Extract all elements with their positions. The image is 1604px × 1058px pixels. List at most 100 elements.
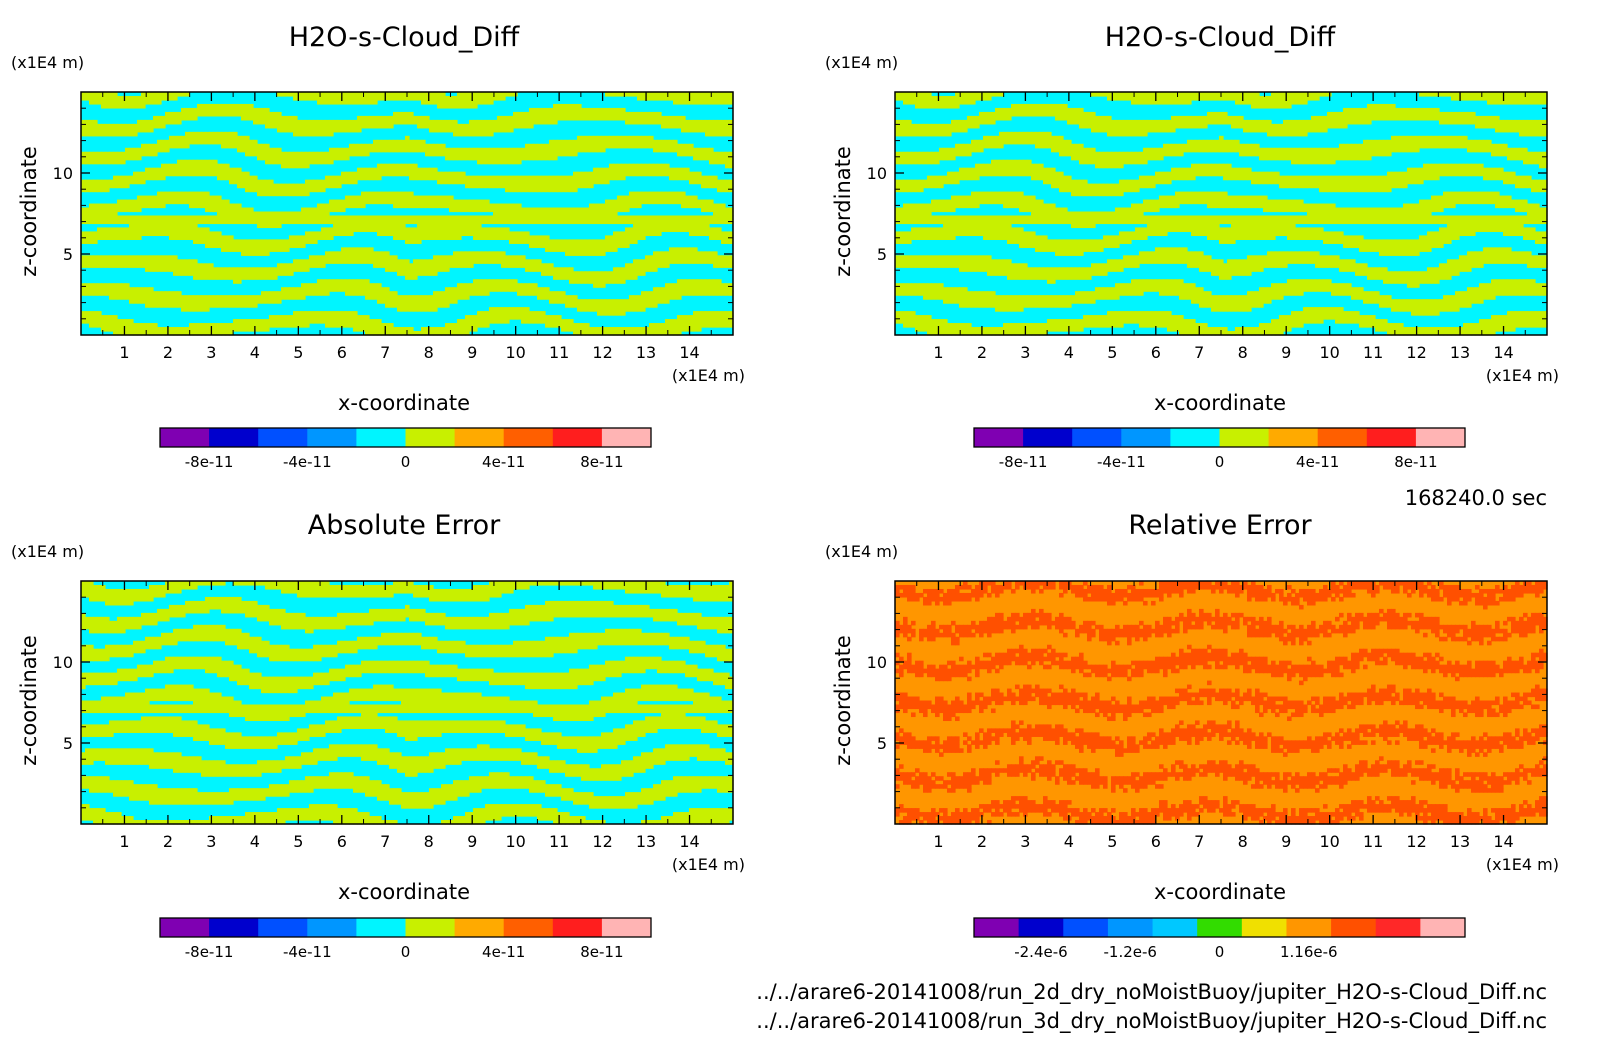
heatmap-cell (173, 116, 178, 121)
heatmap-cell (405, 204, 410, 209)
heatmap-cell (525, 315, 530, 320)
heatmap-cell (369, 116, 374, 121)
heatmap-cell (281, 319, 286, 324)
heatmap-cell (97, 219, 102, 224)
heatmap-cell (369, 148, 374, 153)
heatmap-cell (361, 215, 366, 220)
heatmap-cell (433, 168, 438, 173)
heatmap-cell (201, 164, 206, 169)
heatmap-cell (665, 299, 670, 304)
heatmap-cell (93, 231, 98, 236)
heatmap-cell (533, 235, 538, 240)
heatmap-cell (225, 323, 230, 328)
heatmap-cell (457, 327, 462, 332)
heatmap-cell (641, 144, 646, 149)
heatmap-cell (425, 303, 430, 308)
heatmap-cell (325, 180, 330, 185)
heatmap-cell (129, 259, 134, 264)
heatmap-cell (397, 295, 402, 300)
heatmap-cell (253, 176, 258, 181)
heatmap-cell (401, 219, 406, 224)
heatmap-cell (525, 259, 530, 264)
heatmap-cell (333, 323, 338, 328)
heatmap-cell (457, 227, 462, 232)
heatmap-cell (677, 247, 682, 252)
heatmap-cell (629, 116, 634, 121)
heatmap-cell (453, 231, 458, 236)
heatmap-cell (117, 327, 122, 332)
heatmap-cell (569, 275, 574, 280)
heatmap-cell (489, 255, 494, 260)
heatmap-cell (601, 116, 606, 121)
heatmap-cell (329, 132, 334, 137)
heatmap-cell (213, 136, 218, 141)
heatmap-cell (705, 184, 710, 189)
heatmap-cell (625, 140, 630, 145)
heatmap-cell (461, 96, 466, 101)
heatmap-cell (129, 204, 134, 209)
heatmap-cell (373, 227, 378, 232)
heatmap-cell (713, 323, 718, 328)
heatmap-cell (597, 172, 602, 177)
heatmap-cell (377, 251, 382, 256)
heatmap-cell (293, 156, 298, 161)
heatmap-cell (549, 295, 554, 300)
heatmap-cell (269, 156, 274, 161)
heatmap-cell (317, 188, 322, 193)
heatmap-cell (657, 259, 662, 264)
heatmap-cell (697, 200, 702, 205)
heatmap-cell (201, 227, 206, 232)
heatmap-cell (421, 116, 426, 121)
heatmap-cell (565, 323, 570, 328)
heatmap-cell (517, 239, 522, 244)
heatmap-cell (229, 140, 234, 145)
heatmap-cell (225, 219, 230, 224)
heatmap-cell (169, 112, 174, 117)
heatmap-cell (709, 283, 714, 288)
heatmap-cell (133, 152, 138, 157)
heatmap-cell (229, 215, 234, 220)
heatmap-cell (325, 279, 330, 284)
heatmap-cell (181, 168, 186, 173)
heatmap-cell (445, 200, 450, 205)
heatmap-cell (257, 323, 262, 328)
heatmap-cell (233, 168, 238, 173)
heatmap-cell (381, 192, 386, 197)
heatmap-cell (569, 319, 574, 324)
heatmap-cell (221, 112, 226, 117)
heatmap-cell (473, 100, 478, 105)
heatmap-cell (265, 327, 270, 332)
heatmap-cell (313, 160, 318, 165)
heatmap-cell (157, 124, 162, 129)
heatmap-cell (709, 132, 714, 137)
heatmap-cell (145, 287, 150, 292)
heatmap-cell (385, 120, 390, 125)
heatmap-cell (613, 303, 618, 308)
heatmap-cell (469, 255, 474, 260)
heatmap-cell (397, 192, 402, 197)
heatmap-cell (325, 319, 330, 324)
heatmap-cell (433, 327, 438, 332)
heatmap-cell (245, 239, 250, 244)
heatmap-cell (225, 243, 230, 248)
heatmap-cell (389, 323, 394, 328)
heatmap-cell (265, 184, 270, 189)
heatmap-cell (381, 287, 386, 292)
heatmap-cell (205, 235, 210, 240)
heatmap-cell (169, 96, 174, 101)
heatmap-cell (401, 303, 406, 308)
heatmap-cell (345, 128, 350, 133)
heatmap-cell (325, 204, 330, 209)
heatmap-cell (441, 231, 446, 236)
heatmap-cell (585, 172, 590, 177)
heatmap-cell (385, 140, 390, 145)
heatmap-cell (609, 247, 614, 252)
heatmap-cell (169, 144, 174, 149)
heatmap-cell (357, 323, 362, 328)
heatmap-cell (245, 215, 250, 220)
heatmap-cell (185, 112, 190, 117)
heatmap-cell (597, 303, 602, 308)
heatmap-cell (101, 212, 106, 217)
heatmap-cell (265, 299, 270, 304)
heatmap-cell (525, 235, 530, 240)
